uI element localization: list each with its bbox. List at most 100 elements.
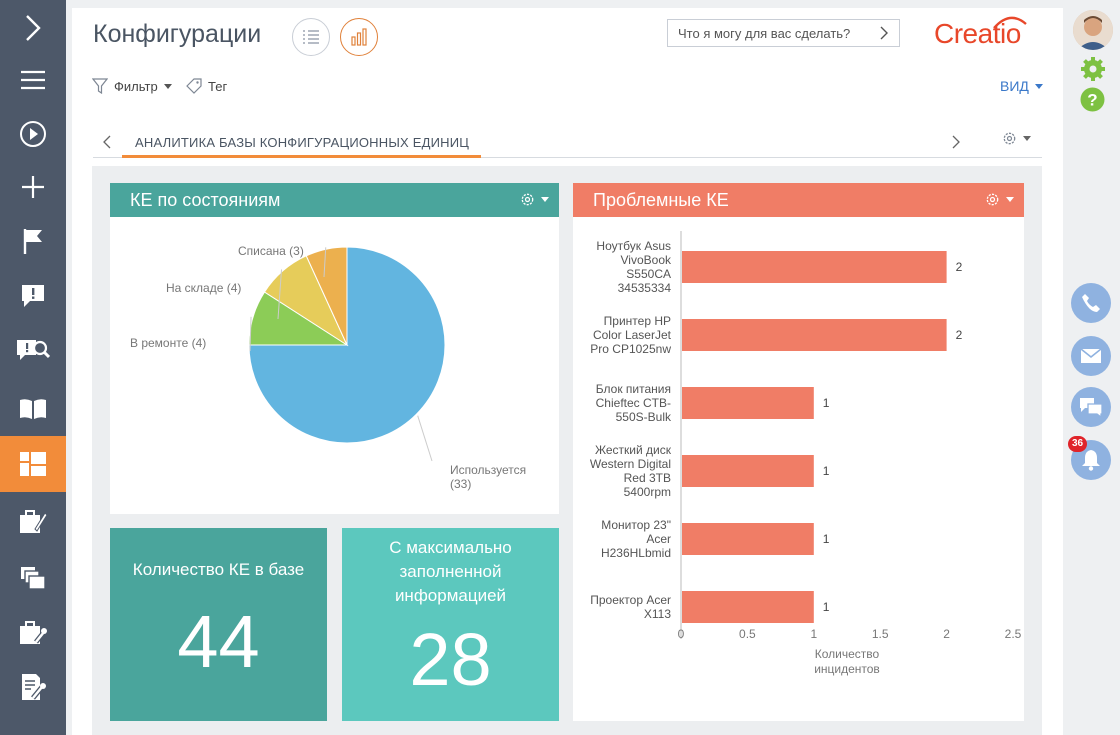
- bar[interactable]: [682, 455, 814, 487]
- caret-down-icon: [1023, 136, 1031, 141]
- right-utility-bar: ? 36: [1063, 0, 1120, 735]
- gear-icon: [986, 193, 999, 206]
- tabs-settings-button[interactable]: [1001, 130, 1031, 147]
- bar-category-label: 5400rpm: [624, 485, 671, 499]
- stacked-cases-icon[interactable]: [0, 549, 66, 605]
- max-filled-value: 28: [409, 618, 492, 701]
- pie-chart: Используется(33) В ремонте (4) На складе (…: [130, 244, 526, 491]
- bar-category-label: 550S-Bulk: [616, 410, 672, 424]
- phone-icon: [1082, 294, 1100, 312]
- bar-x-tick-label: 1: [810, 627, 817, 641]
- edit-case-icon[interactable]: [0, 493, 66, 549]
- flag-icon[interactable]: [0, 213, 66, 269]
- avatar[interactable]: [1073, 10, 1113, 50]
- bar-value-label: 1: [823, 396, 830, 410]
- caret-down-icon: [1034, 83, 1043, 89]
- bar[interactable]: [682, 523, 814, 555]
- bar-category-label: Color LaserJet: [593, 328, 672, 342]
- filter-label: Фильтр: [114, 78, 158, 94]
- bar-category-label: S550CA: [626, 267, 671, 281]
- bar-x-tick-label: 2: [943, 627, 950, 641]
- play-icon[interactable]: [0, 106, 66, 162]
- email-button[interactable]: [1071, 336, 1111, 376]
- bar-category-label: VivoBook: [621, 253, 672, 267]
- dashboard-area: КЕ по состояниям Используется (33) В ремон…: [92, 166, 1042, 735]
- max-filled-label-line3: информацией: [394, 586, 507, 605]
- bar[interactable]: [682, 319, 947, 351]
- caret-down-icon: [541, 197, 549, 202]
- chat-button[interactable]: [1071, 387, 1111, 427]
- bar[interactable]: [682, 387, 814, 419]
- gear-icon: [521, 193, 534, 206]
- bar-value-label: 1: [823, 600, 830, 614]
- alert-message-icon[interactable]: [0, 268, 66, 324]
- tab-configuration-analytics[interactable]: АНАЛИТИКА БАЗЫ КОНФИГУРАЦИОННЫХ ЕДИНИЦ: [122, 128, 482, 158]
- pie-chart-panel: КЕ по состояниям Используется (33) В ремон…: [110, 183, 559, 514]
- ci-count-label: Количество КЕ в базе: [132, 560, 305, 579]
- bar-panel-header: Проблемные КЕ: [573, 183, 1024, 217]
- command-search-input[interactable]: Что я могу для вас сделать?: [667, 19, 900, 47]
- system-settings-icon[interactable]: [1080, 56, 1106, 87]
- list-view-button[interactable]: [292, 18, 330, 56]
- pie-label-connector: [417, 415, 433, 462]
- pie-slice[interactable]: [305, 246, 348, 346]
- chat-icon: [1080, 398, 1103, 417]
- bar[interactable]: [682, 591, 814, 623]
- left-sidebar: [0, 0, 66, 735]
- pie-panel-header: КЕ по состояниям: [110, 183, 559, 217]
- pie-slice[interactable]: [248, 246, 446, 444]
- tag-button[interactable]: Тег: [186, 78, 227, 94]
- menu-icon[interactable]: [0, 52, 66, 108]
- gear-icon: [1003, 132, 1016, 145]
- notifications-button[interactable]: [1071, 440, 1111, 480]
- bar-category-label: Acer: [646, 532, 671, 546]
- service-case-icon[interactable]: [0, 604, 66, 660]
- bar-value-label: 1: [823, 532, 830, 546]
- bar-category-label: Red 3TB: [624, 471, 671, 485]
- bar-panel-settings-button[interactable]: [984, 191, 1014, 208]
- envelope-icon: [1080, 348, 1102, 363]
- collapse-chevron-icon[interactable]: [0, 0, 66, 56]
- caret-down-icon: [1006, 197, 1014, 202]
- bar-category-label: Принтер HP: [604, 314, 671, 328]
- max-filled-tile[interactable]: С максимально заполненной информацией 28: [342, 528, 559, 721]
- phone-button[interactable]: [1071, 283, 1111, 323]
- filter-button[interactable]: Фильтр: [92, 78, 172, 94]
- bar-category-label: Проектор Acer: [590, 593, 671, 607]
- message-search-icon[interactable]: [0, 323, 66, 379]
- notification-count-badge: 36: [1068, 436, 1087, 452]
- tag-icon: [186, 78, 202, 94]
- ci-count-tile[interactable]: Количество КЕ в базе 44: [110, 528, 327, 721]
- svg-text:?: ?: [1087, 91, 1097, 110]
- analytics-view-button[interactable]: [340, 18, 378, 56]
- bar-category-label: Ноутбук Asus: [596, 239, 671, 253]
- bar-category-label: 34535334: [618, 281, 672, 295]
- list-icon: [303, 30, 319, 44]
- max-filled-label-line2: заполненной: [399, 562, 502, 581]
- tab-scroll-right-icon[interactable]: [951, 134, 961, 150]
- bar[interactable]: [682, 251, 947, 283]
- document-settings-icon[interactable]: [0, 659, 66, 715]
- bar-panel-title: Проблемные КЕ: [593, 190, 729, 210]
- caret-down-icon: [163, 83, 172, 89]
- help-icon[interactable]: ?: [1080, 87, 1105, 117]
- knowledge-book-icon[interactable]: [0, 381, 66, 437]
- configuration-dashboard-icon[interactable]: [0, 436, 66, 492]
- bar-category-label: Chieftec CTB-: [596, 396, 671, 410]
- ci-count-value: 44: [177, 600, 260, 683]
- logo-swoosh-icon: [993, 16, 1027, 29]
- pie-panel-settings-button[interactable]: [519, 191, 549, 208]
- bar-chart-icon: [351, 28, 367, 46]
- pie-slice-label: В ремонте (4): [130, 336, 206, 350]
- pie-label-connector: [249, 316, 252, 352]
- view-menu-button[interactable]: ВИД: [1000, 78, 1043, 94]
- tag-label: Тег: [208, 78, 228, 94]
- bar-chart-panel: Проблемные КЕ 2 Ноутбук Asus VivoBook S550C…: [573, 183, 1024, 721]
- search-placeholder: Что я могу для вас сделать?: [678, 26, 851, 41]
- add-icon[interactable]: [0, 159, 66, 215]
- filter-icon: [92, 78, 108, 94]
- page-title: Конфигурации: [93, 20, 262, 48]
- dashboard-tabs: АНАЛИТИКА БАЗЫ КОНФИГУРАЦИОННЫХ ЕДИНИЦ: [93, 128, 1042, 158]
- tab-scroll-left-icon[interactable]: [102, 134, 112, 150]
